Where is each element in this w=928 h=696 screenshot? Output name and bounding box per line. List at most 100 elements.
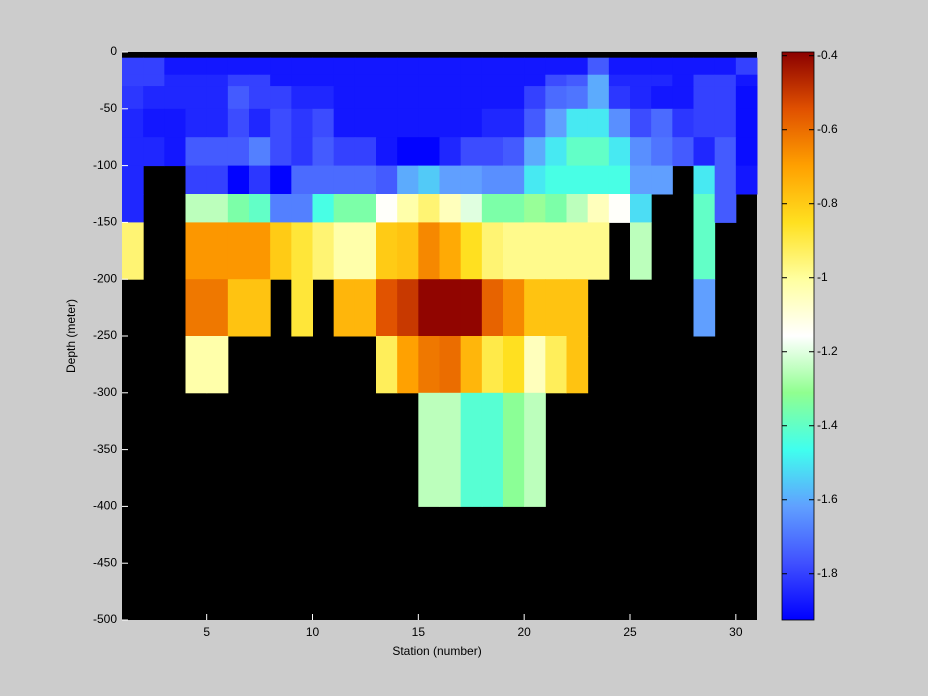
heatmap-cell <box>227 279 250 337</box>
heatmap-cell <box>227 74 250 87</box>
y-axis-label: Depth (meter) <box>64 299 78 373</box>
heatmap-cell <box>503 86 525 110</box>
y-tick-label: -500 <box>93 612 117 626</box>
heatmap-cell <box>418 137 440 167</box>
heatmap-cell <box>227 137 250 167</box>
heatmap-cell <box>651 74 673 87</box>
heatmap-cell <box>206 194 229 223</box>
heatmap-cell <box>333 74 356 87</box>
heatmap-cell <box>460 392 483 507</box>
heatmap-cell <box>312 57 335 76</box>
heatmap-cell <box>354 137 377 167</box>
heatmap-cell <box>608 137 631 167</box>
heatmap-cell <box>630 137 652 167</box>
heatmap-cell <box>587 165 610 195</box>
heatmap-cell <box>460 222 483 280</box>
heatmap-cell <box>249 165 271 195</box>
x-tick-label: 25 <box>623 625 637 639</box>
y-tick-label: -450 <box>93 555 117 569</box>
heatmap-cell <box>333 222 356 280</box>
heatmap-cell <box>164 137 186 167</box>
y-tick-label: 0 <box>110 44 117 58</box>
heatmap-cell <box>481 137 504 167</box>
heatmap-cell <box>672 137 694 167</box>
heatmap-cell <box>545 336 567 394</box>
heatmap-cell <box>312 108 335 138</box>
heatmap-cell <box>693 279 716 337</box>
colorbar-tick-label: -1.4 <box>817 418 838 432</box>
heatmap-cell <box>651 57 673 76</box>
heatmap-cell <box>693 57 716 76</box>
heatmap-cell <box>143 86 165 110</box>
heatmap-cell <box>418 74 440 87</box>
heatmap-cell <box>735 165 758 195</box>
heatmap-cell <box>545 222 567 280</box>
heatmap-cell <box>270 222 292 280</box>
heatmap-cell <box>354 74 377 87</box>
heatmap-cell <box>651 86 673 110</box>
heatmap-cell <box>439 392 462 507</box>
heatmap-cell <box>312 137 335 167</box>
heatmap-cell <box>249 57 271 76</box>
heatmap-cell <box>439 57 462 76</box>
heatmap-cell <box>672 108 694 138</box>
heatmap-cell <box>164 108 186 138</box>
heatmap-cell <box>397 336 419 394</box>
heatmap-cell <box>333 137 356 167</box>
heatmap-cell <box>503 57 525 76</box>
heatmap-cell <box>291 108 313 138</box>
heatmap-cell <box>545 137 567 167</box>
heatmap-cell <box>418 194 440 223</box>
x-tick-label: 20 <box>517 625 531 639</box>
heatmap-cell <box>693 165 716 195</box>
y-tick-label: -250 <box>93 328 117 342</box>
heatmap-cell <box>693 137 716 167</box>
heatmap-cell <box>333 194 356 223</box>
heatmap-cell <box>206 86 229 110</box>
heatmap-cell <box>291 279 313 337</box>
heatmap-cell <box>206 108 229 138</box>
colorbar-tick-label: -0.4 <box>817 48 838 62</box>
heatmap-cell <box>291 137 313 167</box>
heatmap-cell <box>566 108 589 138</box>
heatmap-cell <box>608 86 631 110</box>
heatmap-cell <box>270 86 292 110</box>
heatmap-cell <box>566 74 589 87</box>
x-axis-label: Station (number) <box>392 644 481 658</box>
heatmap-cell <box>566 279 589 337</box>
heatmap-cell <box>566 165 589 195</box>
heatmap-cell <box>481 74 504 87</box>
heatmap-cell <box>206 74 229 87</box>
heatmap-cell <box>291 57 313 76</box>
heatmap-cell <box>630 86 652 110</box>
x-tick-label: 5 <box>203 625 210 639</box>
heatmap-cell <box>397 57 419 76</box>
heatmap-cell <box>185 108 208 138</box>
heatmap-cell <box>714 194 737 223</box>
heatmap-cell <box>608 108 631 138</box>
heatmap-cell <box>439 137 462 167</box>
heatmap-cell <box>566 86 589 110</box>
heatmap-cell <box>503 165 525 195</box>
x-tick-label: 15 <box>412 625 426 639</box>
heatmap-cell <box>714 57 737 76</box>
heatmap-cell <box>481 86 504 110</box>
heatmap-cell <box>397 108 419 138</box>
heatmap-cell <box>376 86 398 110</box>
heatmap-cell <box>270 57 292 76</box>
heatmap-cell <box>608 165 631 195</box>
colorbar-tick-label: -1.8 <box>817 566 838 580</box>
heatmap-cell <box>630 194 652 223</box>
heatmap-cell <box>333 165 356 195</box>
heatmap-cell <box>291 86 313 110</box>
heatmap-cell <box>714 74 737 87</box>
heatmap-cell <box>397 86 419 110</box>
heatmap-cell <box>354 279 377 337</box>
heatmap-cell <box>524 279 546 337</box>
heatmap-cell <box>164 86 186 110</box>
heatmap-cell <box>630 74 652 87</box>
heatmap-cell <box>206 279 229 337</box>
heatmap-cell <box>566 336 589 394</box>
heatmap-cell <box>608 194 631 223</box>
